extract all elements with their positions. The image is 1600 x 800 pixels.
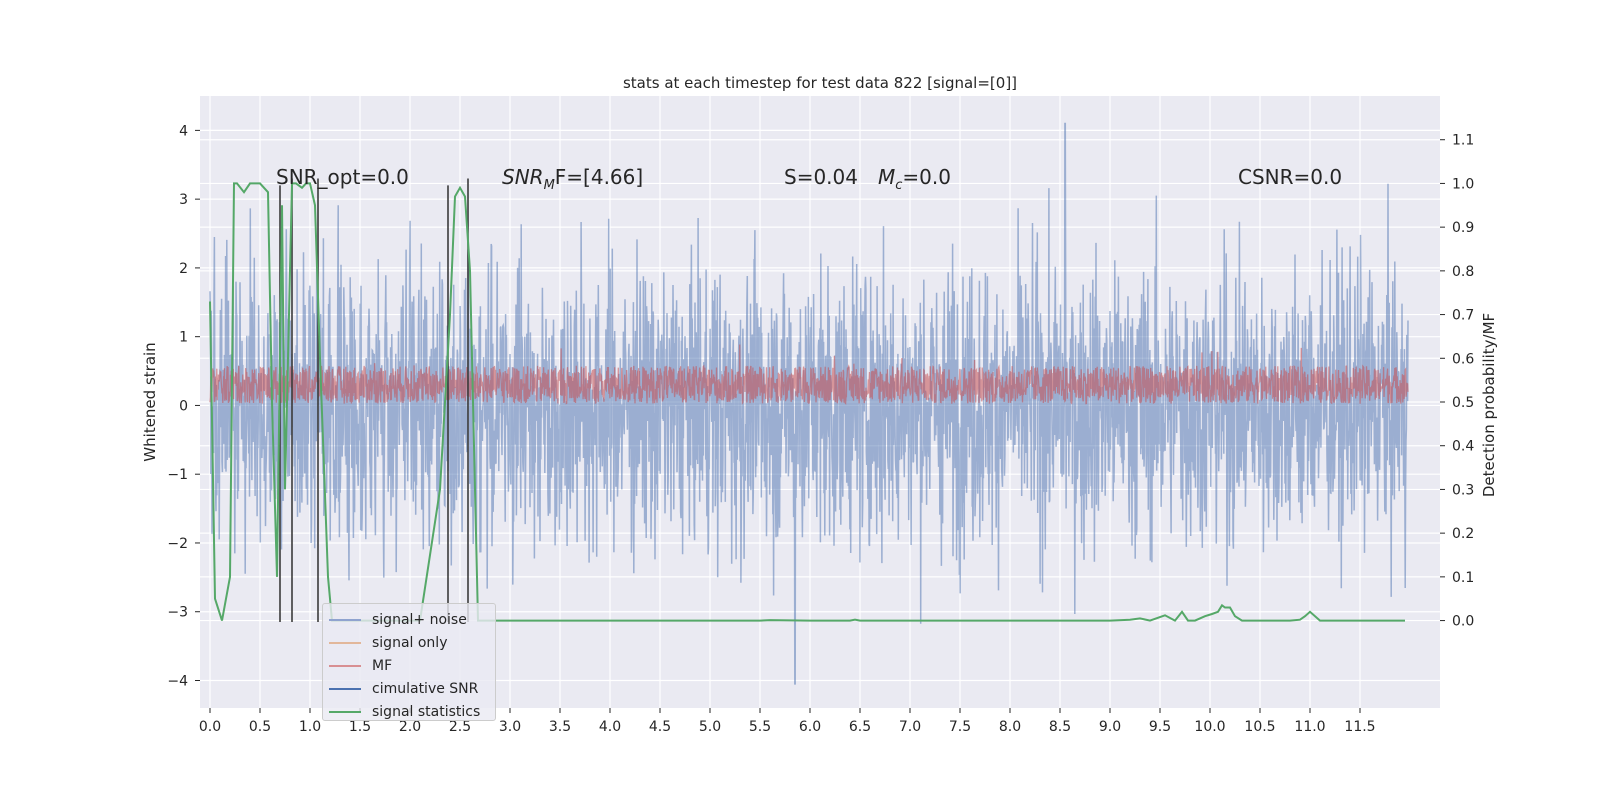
x-tick-label: 10.0 (1194, 719, 1225, 735)
x-tick-label: 11.0 (1294, 719, 1325, 735)
legend-item-signal-only: signal only (329, 631, 489, 654)
annotation-snr-opt: SNR_opt=0.0 (276, 165, 409, 189)
legend-label: signal only (372, 634, 448, 651)
y-tick-label: −3 (167, 605, 188, 621)
y-tick-label: 4 (179, 123, 188, 139)
x-tick-label: 7.5 (949, 719, 971, 735)
annotation-mc: Mc=0.0 (878, 165, 951, 193)
legend-label: signal statistics (372, 703, 481, 720)
right-tick-label: 1.1 (1452, 133, 1474, 149)
right-tick-label: 0.6 (1452, 351, 1474, 367)
annotation-snr-mf: SNRMF=[4.66] (502, 165, 643, 193)
x-tick-label: 8.5 (1049, 719, 1071, 735)
legend: signal+ noise signal only MF cimulative … (322, 603, 496, 721)
y-tick-label: 0 (179, 398, 188, 414)
x-tick-label: 4.0 (599, 719, 621, 735)
x-tick-label: 1.5 (349, 719, 371, 735)
legend-swatch-signal-statistics (329, 710, 361, 713)
y-tick-label: 3 (179, 192, 188, 208)
legend-swatch-cumulative-snr (329, 687, 361, 690)
annotation-csnr: CSNR=0.0 (1238, 165, 1342, 189)
legend-item-mf: MF (329, 654, 489, 677)
x-tick-label: 9.0 (1099, 719, 1121, 735)
mf-series (209, 344, 1409, 405)
y-tick-label: −1 (167, 467, 188, 483)
legend-label: signal+ noise (372, 611, 467, 628)
right-tick-label: 0.9 (1452, 220, 1474, 236)
legend-item-signal-statistics: signal statistics (329, 700, 489, 723)
right-tick-label: 0.2 (1452, 526, 1474, 542)
right-tick-label: 0.1 (1452, 570, 1474, 586)
right-tick-label: 0.3 (1452, 482, 1474, 498)
y-tick-label: 1 (179, 330, 188, 346)
x-tick-label: 8.0 (999, 719, 1021, 735)
x-tick-label: 4.5 (649, 719, 671, 735)
y-axis-ticks: 4 3 2 1 0 −1 −2 −3 −4 (167, 123, 200, 689)
y-axis-label: Whitened strain (141, 342, 159, 461)
y-tick-label: 2 (179, 261, 188, 277)
series-line-signal-noise (209, 122, 1409, 685)
series-line-signal-statistics (209, 182, 1405, 622)
right-tick-label: 0.7 (1452, 308, 1474, 324)
x-tick-label: 6.0 (799, 719, 821, 735)
right-tick-label: 0.4 (1452, 439, 1474, 455)
right-axis-label: Detection probability/MF (1480, 313, 1498, 497)
x-tick-label: 2.0 (399, 719, 421, 735)
legend-item-cumulative-snr: cimulative SNR (329, 677, 489, 700)
x-axis-ticks: 0.0 0.5 1.0 1.5 2.0 2.5 3.0 3.5 4.0 4.5 5.0 5.5 6.0 6… (199, 708, 1376, 735)
signal-noise-series (209, 122, 1409, 685)
x-tick-label: 11.5 (1344, 719, 1375, 735)
right-tick-label: 0.5 (1452, 395, 1474, 411)
legend-swatch-mf (329, 664, 361, 667)
right-tick-label: 1.0 (1452, 176, 1474, 192)
x-tick-label: 9.5 (1149, 719, 1171, 735)
x-tick-label: 1.0 (299, 719, 321, 735)
legend-label: cimulative SNR (372, 680, 479, 697)
x-tick-label: 0.0 (199, 719, 221, 735)
y-tick-label: −4 (167, 673, 188, 689)
legend-swatch-signal-noise (329, 618, 361, 621)
y-tick-label: −2 (167, 536, 188, 552)
x-tick-label: 5.0 (699, 719, 721, 735)
x-tick-label: 3.0 (499, 719, 521, 735)
legend-label: MF (372, 657, 393, 674)
x-tick-label: 7.0 (899, 719, 921, 735)
right-axis-ticks: 1.1 1.0 0.9 0.8 0.7 0.6 0.5 0.4 0.3 0.2 0.1 0.0 (1440, 133, 1474, 630)
x-tick-label: 5.5 (749, 719, 771, 735)
x-tick-label: 2.5 (449, 719, 471, 735)
x-tick-label: 3.5 (549, 719, 571, 735)
annotation-s-value: S=0.04 (784, 165, 858, 189)
chart-title: stats at each timestep for test data 822… (623, 74, 1017, 92)
series-line-mf (209, 344, 1409, 405)
legend-item-signal-noise: signal+ noise (329, 608, 489, 631)
x-tick-label: 10.5 (1244, 719, 1275, 735)
right-tick-label: 0.8 (1452, 264, 1474, 280)
right-tick-label: 0.0 (1452, 614, 1474, 630)
legend-swatch-signal-only (329, 641, 361, 644)
signal-statistics-series (209, 182, 1405, 622)
x-tick-label: 6.5 (849, 719, 871, 735)
x-tick-label: 0.5 (249, 719, 271, 735)
